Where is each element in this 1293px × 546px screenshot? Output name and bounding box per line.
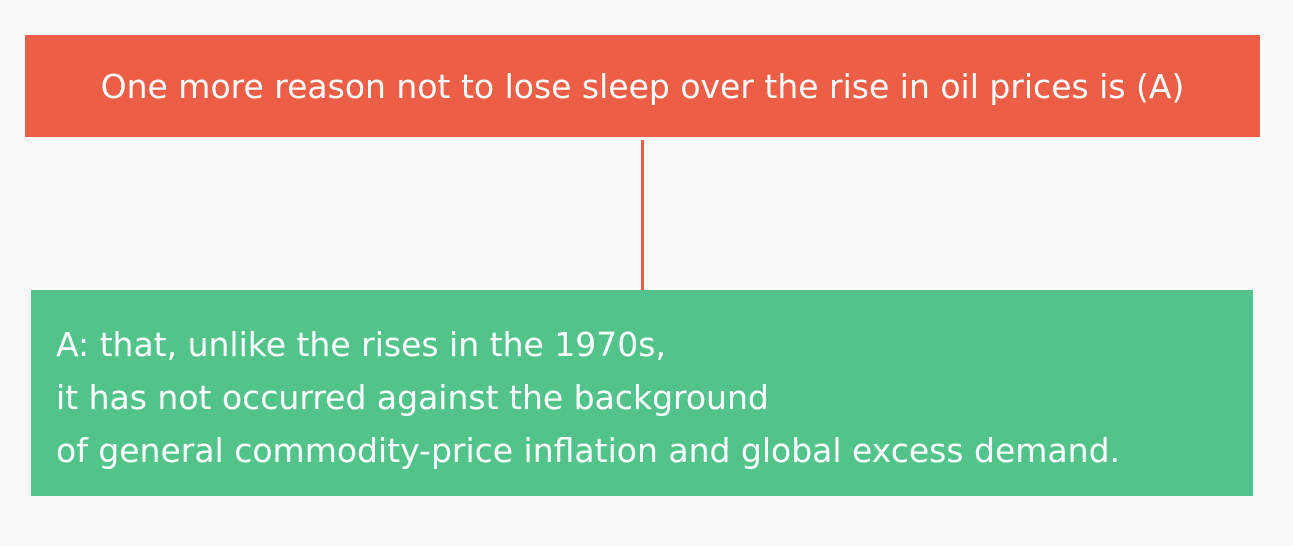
- question-text: One more reason not to lose sleep over t…: [100, 66, 1185, 106]
- answer-line-3: of general commodity-price inflation and…: [56, 431, 1121, 470]
- answer-line-1: A: that, unlike the rises in the 1970s,: [56, 325, 666, 364]
- connector-line: [641, 140, 644, 290]
- answer-line-2: it has not occurred against the backgrou…: [56, 378, 769, 417]
- answer-box: A: that, unlike the rises in the 1970s, …: [31, 290, 1253, 496]
- question-box: One more reason not to lose sleep over t…: [25, 35, 1260, 137]
